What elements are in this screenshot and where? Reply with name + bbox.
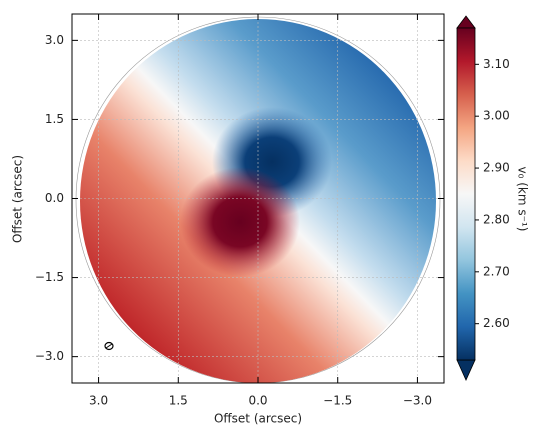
colorbar-tick-label: 3.10 xyxy=(483,57,510,71)
x-axis-label: Offset (arcsec) xyxy=(214,412,302,426)
colorbar xyxy=(456,27,476,361)
colorbar-tick-label: 2.90 xyxy=(483,161,510,175)
velocity-map xyxy=(75,16,441,383)
y-tick-label: −1.5 xyxy=(35,270,64,284)
colorbar-tick-label: 2.70 xyxy=(483,264,510,278)
x-tick-label: −1.5 xyxy=(323,394,352,408)
x-tick-label: 0.0 xyxy=(248,394,267,408)
x-tick-label: −3.0 xyxy=(403,394,432,408)
x-tick-label: 3.0 xyxy=(89,394,108,408)
colorbar-label: v₀ (km s⁻¹) xyxy=(516,167,530,232)
y-tick-label: 1.5 xyxy=(45,112,64,126)
colorbar-tick-label: 2.80 xyxy=(483,212,510,226)
x-tick-label: 1.5 xyxy=(169,394,188,408)
colorbar-tick-label: 3.00 xyxy=(483,109,510,123)
colorbar-tick-label: 2.60 xyxy=(483,316,510,330)
beam xyxy=(104,341,114,351)
beam-hatch xyxy=(105,343,113,349)
colorbar-extend-bottom xyxy=(456,359,476,381)
colorbar-extend-top xyxy=(456,15,476,29)
y-tick-label: 0.0 xyxy=(45,191,64,205)
y-tick-label: 3.0 xyxy=(45,33,64,47)
y-axis-label: Offset (arcsec) xyxy=(11,155,25,243)
y-tick-label: −3.0 xyxy=(35,349,64,363)
